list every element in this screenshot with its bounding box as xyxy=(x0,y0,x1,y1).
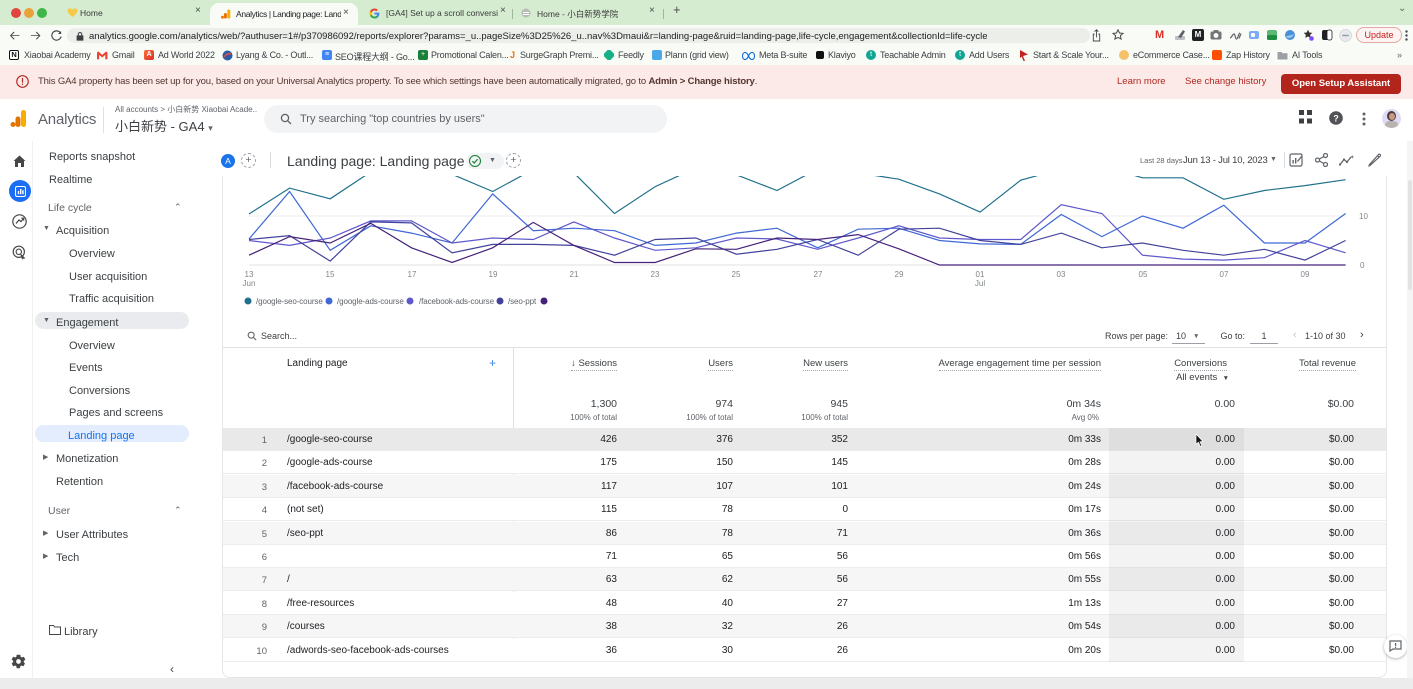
svg-text:10: 10 xyxy=(1359,212,1368,221)
svg-text:07: 07 xyxy=(1220,270,1229,279)
svg-text:05: 05 xyxy=(1139,270,1148,279)
svg-text:09: 09 xyxy=(1301,270,1310,279)
svg-text:01: 01 xyxy=(976,270,985,279)
svg-text:29: 29 xyxy=(895,270,904,279)
svg-text:/google-seo-course: /google-seo-course xyxy=(256,297,323,306)
svg-text:19: 19 xyxy=(489,270,498,279)
svg-text:27: 27 xyxy=(814,270,823,279)
svg-text:0: 0 xyxy=(1360,261,1365,270)
svg-text:21: 21 xyxy=(570,270,579,279)
svg-text:23: 23 xyxy=(651,270,660,279)
svg-text:Jul: Jul xyxy=(975,279,985,288)
svg-text:/facebook-ads-course: /facebook-ads-course xyxy=(419,297,495,306)
svg-text:Jun: Jun xyxy=(243,279,256,288)
svg-text:03: 03 xyxy=(1057,270,1066,279)
svg-text:15: 15 xyxy=(326,270,335,279)
svg-text:?: ? xyxy=(1333,113,1339,123)
svg-text:25: 25 xyxy=(732,270,741,279)
svg-text:17: 17 xyxy=(408,270,417,279)
svg-text:/seo-ppt: /seo-ppt xyxy=(508,297,537,306)
svg-text:/google-ads-course: /google-ads-course xyxy=(337,297,404,306)
svg-text:13: 13 xyxy=(245,270,254,279)
